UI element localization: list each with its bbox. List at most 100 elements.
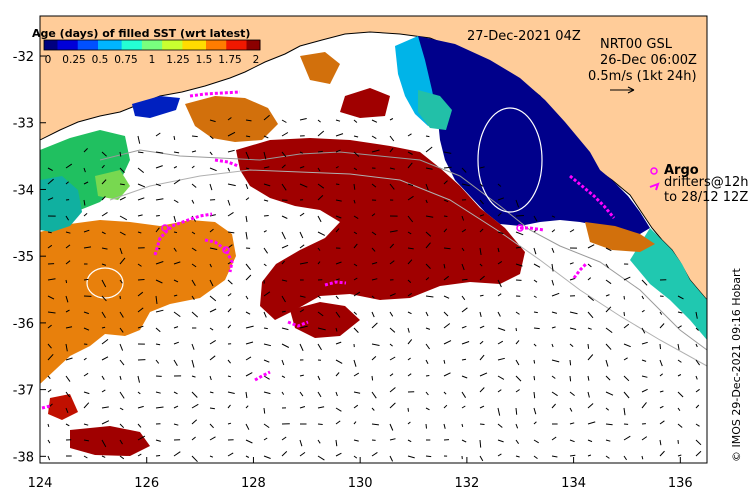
current-arrow: [353, 291, 361, 297]
colorbar-swatch: [256, 40, 261, 50]
colorbar-swatch: [199, 40, 204, 50]
shelf-contour: [99, 149, 707, 351]
current-arrow: [299, 406, 306, 409]
drifter-tracks: [41, 90, 616, 410]
current-arrow: [299, 391, 304, 397]
current-arrow: [479, 372, 488, 377]
current-arrow: [245, 197, 250, 201]
current-arrow: [263, 423, 270, 429]
drifter-track: [254, 370, 271, 382]
current-arrow: [587, 391, 590, 398]
colorbar-swatch: [212, 40, 217, 50]
current-arrow: [497, 453, 502, 457]
current-arrow: [281, 260, 285, 265]
drifter-track: [287, 320, 309, 328]
current-arrow: [659, 450, 665, 457]
current-arrow: [569, 422, 575, 425]
current-arrow: [461, 228, 467, 233]
current-arrow: [389, 183, 395, 190]
current-arrow: [389, 423, 394, 431]
current-arrow: [155, 327, 161, 333]
colorbar-swatch: [64, 40, 69, 50]
current-arrow: [281, 295, 286, 303]
drifter-track: [214, 158, 239, 168]
current-arrow: [317, 150, 323, 153]
current-arrow: [569, 277, 576, 281]
current-arrow: [335, 261, 342, 265]
current-arrow: [695, 343, 698, 348]
current-arrow: [281, 327, 289, 331]
current-arrow: [515, 327, 517, 332]
current-arrow: [479, 387, 485, 393]
current-arrow: [443, 359, 446, 364]
current-arrow: [191, 231, 196, 235]
current-arrow: [569, 311, 578, 315]
current-arrow: [659, 390, 664, 393]
current-arrow: [191, 436, 196, 441]
current-arrow: [227, 211, 234, 217]
current-arrow: [47, 324, 52, 329]
current-arrow: [569, 262, 574, 265]
colorbar-tick-label: 1.75: [218, 54, 241, 66]
current-arrow: [119, 455, 125, 460]
current-arrow: [227, 359, 231, 364]
y-tick-label: -32: [13, 50, 34, 65]
current-arrow: [497, 197, 504, 201]
current-arrow: [533, 391, 536, 399]
current-arrow: [299, 244, 305, 249]
colorbar-swatch: [125, 40, 129, 50]
current-arrow: [173, 311, 181, 318]
current-arrow: [353, 183, 356, 190]
current-arrow: [191, 391, 198, 398]
current-arrow: [137, 435, 146, 441]
current-arrow: [443, 247, 451, 250]
current-arrow: [479, 405, 485, 409]
current-arrow: [551, 375, 556, 379]
y-tick-label: -34: [13, 183, 34, 198]
current-arrow: [659, 439, 662, 446]
current-arrow: [605, 247, 612, 252]
current-arrow: [371, 231, 377, 236]
current-arrow: [119, 279, 123, 284]
current-arrow: [587, 263, 592, 268]
drifter-track: [41, 404, 51, 410]
current-arrow: [371, 262, 378, 265]
current-arrow: [569, 229, 575, 233]
date-label: 27-Dec-2021 04Z: [467, 29, 581, 44]
sst-region-orange-west: [40, 220, 236, 384]
current-arrow: [137, 214, 143, 217]
colorbar-title: Age (days) of filled SST (wrt latest): [32, 27, 250, 40]
current-arrow: [317, 391, 322, 398]
current-arrow: [605, 423, 613, 426]
colorbar-swatch: [77, 40, 82, 50]
colorbar-swatch: [118, 40, 123, 50]
current-arrow: [569, 407, 573, 412]
current-arrow: [119, 151, 122, 157]
current-arrow: [245, 372, 253, 377]
current-arrow: [389, 167, 396, 170]
current-arrow: [587, 327, 592, 330]
sst-region-dark-blue: [418, 36, 650, 234]
current-arrow: [263, 247, 269, 254]
current-arrow: [587, 311, 594, 319]
colorbar-swatch: [152, 40, 156, 50]
colorbar-swatch: [131, 40, 136, 50]
current-arrow: [605, 407, 610, 411]
current-arrow: [641, 327, 646, 334]
drifter-legend-marker: [649, 182, 660, 191]
current-arrow: [623, 357, 628, 361]
current-arrow: [587, 244, 595, 249]
current-arrow: [155, 261, 164, 265]
current-arrow: [515, 439, 520, 444]
current-arrow: [695, 359, 701, 366]
current-arrow: [101, 295, 107, 302]
current-arrow: [119, 359, 125, 366]
current-arrow: [371, 135, 377, 140]
current-arrow: [389, 356, 396, 361]
colorbar-swatch: [233, 40, 237, 50]
current-arrow: [245, 183, 249, 189]
sst-region-teal-east: [630, 228, 707, 340]
current-arrow: [47, 343, 52, 349]
current-arrow: [191, 165, 195, 169]
